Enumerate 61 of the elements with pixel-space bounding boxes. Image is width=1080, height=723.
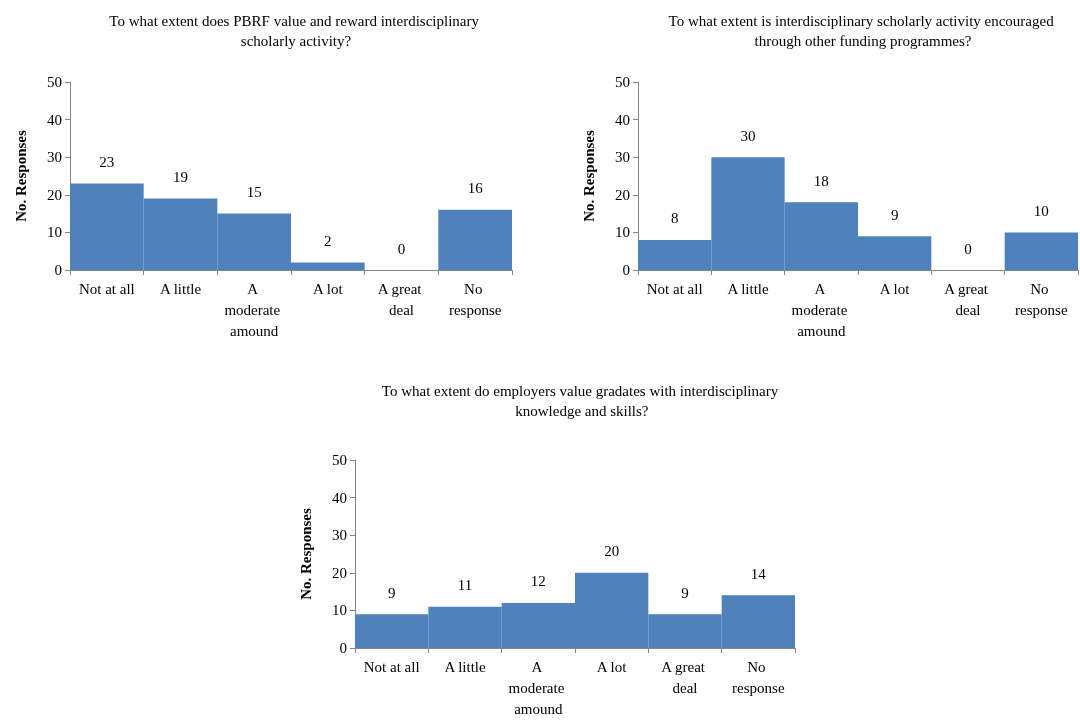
bar [1004, 232, 1078, 270]
x-tick-label: A moderate amound [791, 280, 852, 339]
y-tick-label: 30 [47, 149, 62, 166]
y-tick-label: 20 [47, 186, 62, 203]
data-label: 10 [1033, 202, 1049, 219]
x-tick-label: Not at all [646, 280, 703, 297]
y-tick-label: 40 [615, 111, 630, 128]
x-tick-label: A little [159, 280, 202, 297]
data-label: 18 [813, 172, 829, 189]
chart-title: To what extent does PBRF value and reward interdisciplinary scholarly activity? [109, 13, 483, 49]
data-label: 9 [681, 584, 689, 601]
y-tick-label: 40 [332, 489, 347, 506]
data-label: 9 [890, 206, 899, 223]
x-tick-label: No response [732, 658, 785, 696]
y-tick-label: 10 [332, 602, 347, 619]
x-tick-label: No response [448, 280, 502, 318]
x-tick-label: No response [1015, 280, 1068, 318]
y-tick-label: 0 [622, 262, 630, 278]
data-label: 0 [964, 240, 972, 257]
data-label: 15 [246, 184, 262, 201]
x-tick-label: A great deal [944, 280, 992, 318]
x-tick-label: A lot [313, 280, 344, 297]
data-label: 11 [457, 577, 473, 594]
data-label: 2 [324, 232, 332, 249]
y-tick-label: 20 [615, 186, 630, 203]
data-label: 14 [750, 565, 767, 582]
chart-title: To what extent do employers value gradates with interdisciplinary knowledge and skills? [381, 383, 779, 419]
x-tick-label: Not at all [78, 280, 135, 297]
y-axis-title: No. Responses [580, 130, 597, 222]
y-tick-label: 20 [332, 564, 347, 581]
data-label: 23 [99, 154, 115, 171]
bar [438, 209, 512, 270]
x-tick-label: A lot [879, 280, 911, 297]
y-tick-label: 10 [47, 224, 62, 241]
data-label: 30 [740, 127, 756, 144]
data-label: 12 [530, 573, 546, 590]
y-tick-label: 30 [332, 527, 347, 544]
y-tick-label: 0 [54, 262, 62, 278]
chart-title: To what extent is interdisciplinary scholarly activity encouraged through other funding programmes? [668, 13, 1058, 49]
data-label: 8 [670, 210, 679, 227]
y-tick-label: 50 [332, 452, 347, 468]
x-tick-label: A moderate amound [508, 658, 569, 717]
y-axis-title: No. Responses [297, 508, 314, 600]
y-tick-label: 10 [615, 224, 630, 241]
data-label: 19 [173, 169, 188, 186]
data-label: 0 [397, 240, 406, 257]
y-tick-label: 40 [47, 111, 62, 128]
y-tick-label: 50 [615, 74, 630, 90]
x-tick-label: A little [444, 658, 486, 675]
data-label: 16 [467, 180, 484, 197]
x-tick-label: A great deal [377, 280, 426, 318]
y-tick-label: 0 [339, 640, 347, 656]
data-label: 9 [387, 584, 396, 601]
y-tick-label: 50 [47, 74, 62, 90]
x-tick-label: A little [727, 280, 769, 297]
x-tick-label: A moderate amound [224, 280, 284, 339]
x-tick-label: Not at all [363, 658, 420, 675]
y-axis-title: No. Responses [12, 130, 29, 222]
y-tick-label: 30 [615, 149, 630, 166]
x-tick-label: A great deal [661, 658, 709, 696]
x-tick-label: A lot [596, 658, 628, 675]
